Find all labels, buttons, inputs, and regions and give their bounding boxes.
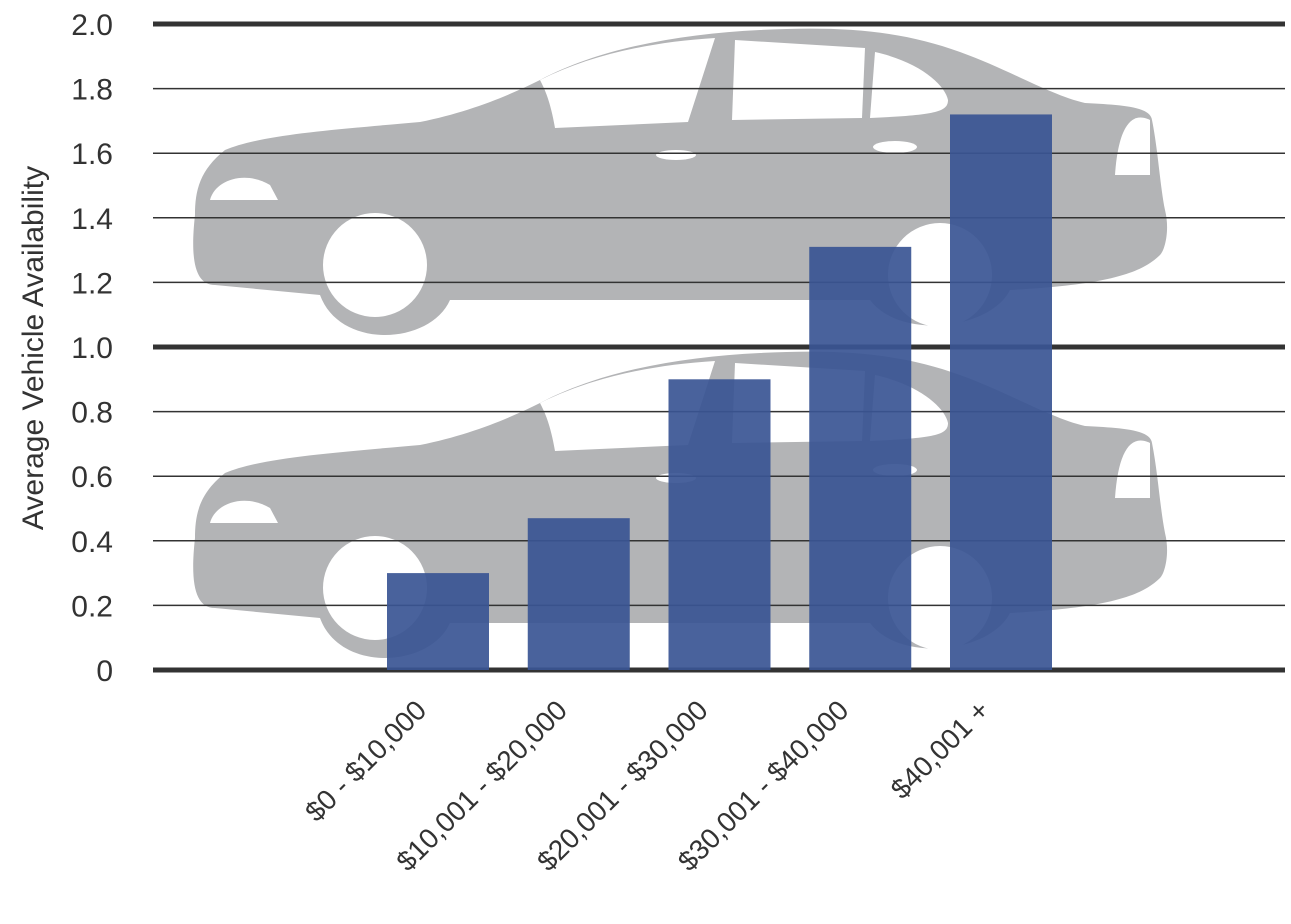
bar <box>668 379 771 670</box>
bar <box>809 246 912 670</box>
y-axis-title: Average Vehicle Availability <box>17 166 50 530</box>
y-tick-label: 0.8 <box>71 397 113 430</box>
y-tick-label: 1.2 <box>71 267 113 300</box>
y-tick-label: 1.8 <box>71 74 113 107</box>
x-tick-label: $0 - $10,000 <box>299 694 432 827</box>
y-tick-label: 1.6 <box>71 138 113 171</box>
bars <box>387 114 1052 670</box>
y-tick-label: 0.6 <box>71 461 113 494</box>
y-tick-label: 2.0 <box>71 9 113 42</box>
y-tick-label: 0 <box>96 655 113 688</box>
x-tick-label: $40,001 + <box>885 694 996 805</box>
y-tick-label: 0.4 <box>71 526 113 559</box>
bar <box>387 573 489 670</box>
y-axis-ticks: 0 0.2 0.4 0.6 0.8 1.0 1.2 1.4 1.6 1.8 2.0 <box>71 9 113 688</box>
y-tick-label: 0.2 <box>71 590 113 623</box>
y-tick-label: 1.0 <box>71 332 113 365</box>
bar <box>527 518 630 670</box>
bar <box>950 114 1052 670</box>
y-tick-label: 1.4 <box>71 203 113 236</box>
x-axis-category-labels: $0 - $10,000$10,001 - $20,000$20,001 - $… <box>299 694 995 877</box>
